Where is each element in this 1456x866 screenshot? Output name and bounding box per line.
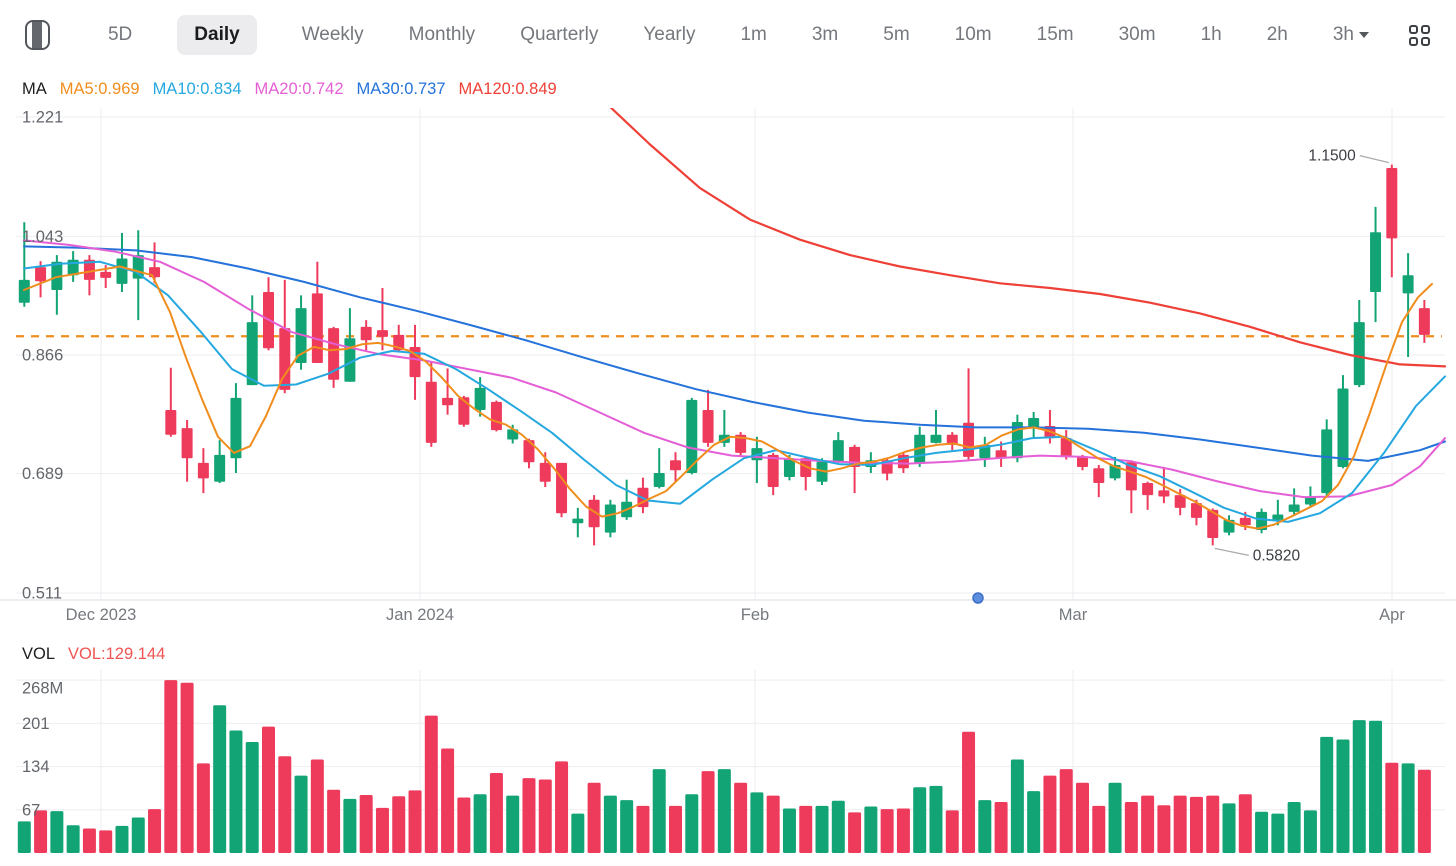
panel-toggle-icon[interactable] [25,20,50,50]
ma-legend-item[interactable]: MA120:0.849 [458,79,557,98]
tab-monthly[interactable]: Monthly [408,24,476,45]
price-tick-label: 0.689 [22,465,63,483]
price-tick-label: 1.221 [22,109,63,127]
vol-value: VOL:129.144 [68,644,166,663]
high-annotation-label: 1.1500 [1308,148,1356,165]
volume-bars [17,680,1431,853]
volume-tick-label: 268M [22,680,63,698]
date-tick-label: Apr [1379,606,1405,624]
ma-indicator-row: MA MA5:0.969 MA10:0.834 MA20:0.742 MA30:0.7… [0,70,1456,108]
candles [18,164,1430,546]
tab-15m[interactable]: 15m [1036,24,1074,45]
tab-quarterly[interactable]: Quarterly [520,24,599,45]
layout-grid-icon[interactable] [1409,24,1430,46]
low-annotation-line [1214,547,1249,557]
volume-tick-label: 134 [22,758,50,776]
tab-5d[interactable]: 5D [107,24,133,45]
ma-line-ma5 [23,265,1433,530]
tab-1h[interactable]: 1h [1200,24,1222,45]
tab-1m[interactable]: 1m [740,24,767,45]
ma-line-ma120 [609,108,1447,368]
tab-3h[interactable]: 3h [1333,15,1369,55]
tab-5m[interactable]: 5m [883,24,910,45]
date-tick-label: Feb [741,606,769,624]
date-tick-label: Jan 2024 [386,606,454,624]
tab-daily[interactable]: Daily [177,15,257,55]
date-tick-label: Dec 2023 [66,606,137,624]
low-annotation-label: 0.5820 [1253,547,1301,564]
price-tick-label: 1.043 [22,228,63,246]
ma-line-ma20 [23,239,1446,499]
tab-weekly[interactable]: Weekly [301,24,364,45]
tab-10m[interactable]: 10m [954,24,992,45]
tab-yearly[interactable]: Yearly [643,24,696,45]
toolbar: 5D Daily Weekly Monthly Quarterly Yearly 1m 3m 5… [0,0,1456,70]
chevron-down-icon [1359,31,1369,38]
volume-indicator-row: VOL VOL:129.144 [0,638,1456,670]
tab-30m[interactable]: 30m [1118,24,1156,45]
volume-chart[interactable]: 268M 201 134 67 [0,670,1456,866]
tab-3m[interactable]: 3m [811,24,839,45]
ma-legend-item[interactable]: MA5:0.969 [59,79,140,98]
ma-line-ma10 [23,260,1446,523]
vol-title: VOL [22,644,56,663]
ma-line-ma30 [23,245,1446,462]
ma-legend-item[interactable]: MA30:0.737 [356,79,446,98]
timeframe-tabs: 5D Daily Weekly Monthly Quarterly Yearly 1m 3m 5… [108,15,1369,55]
volume-tick-label: 67 [22,801,40,819]
ma-title: MA [22,79,47,98]
ma-legend-item[interactable]: MA20:0.742 [254,79,344,98]
price-tick-label: 0.866 [22,346,63,364]
high-annotation-line [1359,154,1389,164]
date-tick-label: Mar [1059,606,1088,624]
tab-2h[interactable]: 2h [1266,24,1288,45]
event-dot[interactable] [972,592,984,604]
ma-legend-item[interactable]: MA10:0.834 [152,79,242,98]
price-tick-label: 0.511 [22,584,62,602]
volume-tick-label: 201 [22,715,50,733]
